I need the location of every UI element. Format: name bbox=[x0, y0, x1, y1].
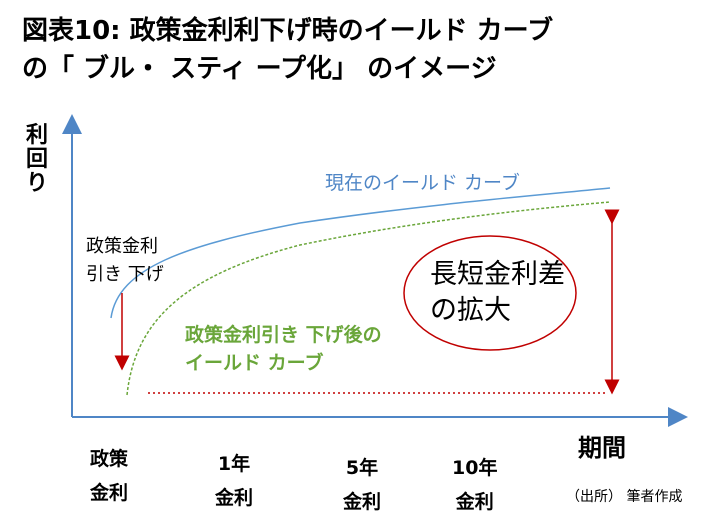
x-tick-line1: 1年 bbox=[217, 453, 251, 475]
y-axis-label-char: り bbox=[26, 171, 49, 196]
figure-title-line1: 図表10: 政策金利利下げ時のイールド カーブ bbox=[22, 16, 554, 46]
x-tick-1y: 1年 金利 bbox=[215, 447, 253, 515]
x-tick-line2: 金利 bbox=[90, 482, 129, 504]
figure-title-line2: の「 ブル・ スティ ープ化」 のイメージ bbox=[22, 54, 497, 84]
y-axis-label-char: 利 bbox=[26, 123, 49, 148]
rate-cut-label-line2: 引き 下げ bbox=[86, 264, 164, 285]
x-tick-line1: 政策 bbox=[90, 448, 129, 470]
x-tick-line1: 5年 bbox=[345, 457, 379, 479]
spread-label-line2: の拡大 bbox=[430, 295, 511, 326]
x-tick-line2: 金利 bbox=[215, 487, 254, 509]
x-tick-line2: 金利 bbox=[343, 491, 382, 513]
x-tick-line2: 金利 bbox=[455, 491, 494, 513]
after-cut-yield-curve bbox=[126, 201, 611, 396]
current-curve-label: 現在のイールド カーブ bbox=[325, 172, 520, 194]
source-note: （出所） 筆者作成 bbox=[566, 489, 683, 505]
x-tick-line1: 10年 bbox=[452, 457, 498, 479]
x-tick-10y: 10年 金利 bbox=[452, 451, 497, 519]
x-axis-label: 期間 bbox=[578, 434, 626, 462]
y-axis-label: 利 回 り bbox=[26, 124, 48, 196]
after-cut-curve-label-line1: 政策金利引き 下げ後の bbox=[185, 324, 382, 346]
current-yield-curve bbox=[110, 187, 611, 319]
rate-cut-label-line1: 政策金利 bbox=[86, 236, 158, 257]
spread-label-line1: 長短金利差 bbox=[430, 259, 565, 290]
x-tick-policy-rate: 政策 金利 bbox=[90, 442, 128, 510]
spread-ellipse bbox=[403, 235, 577, 351]
x-tick-5y: 5年 金利 bbox=[343, 451, 381, 519]
after-cut-curve-label-line2: イールド カーブ bbox=[185, 352, 324, 374]
y-axis-label-char: 回 bbox=[26, 147, 49, 172]
